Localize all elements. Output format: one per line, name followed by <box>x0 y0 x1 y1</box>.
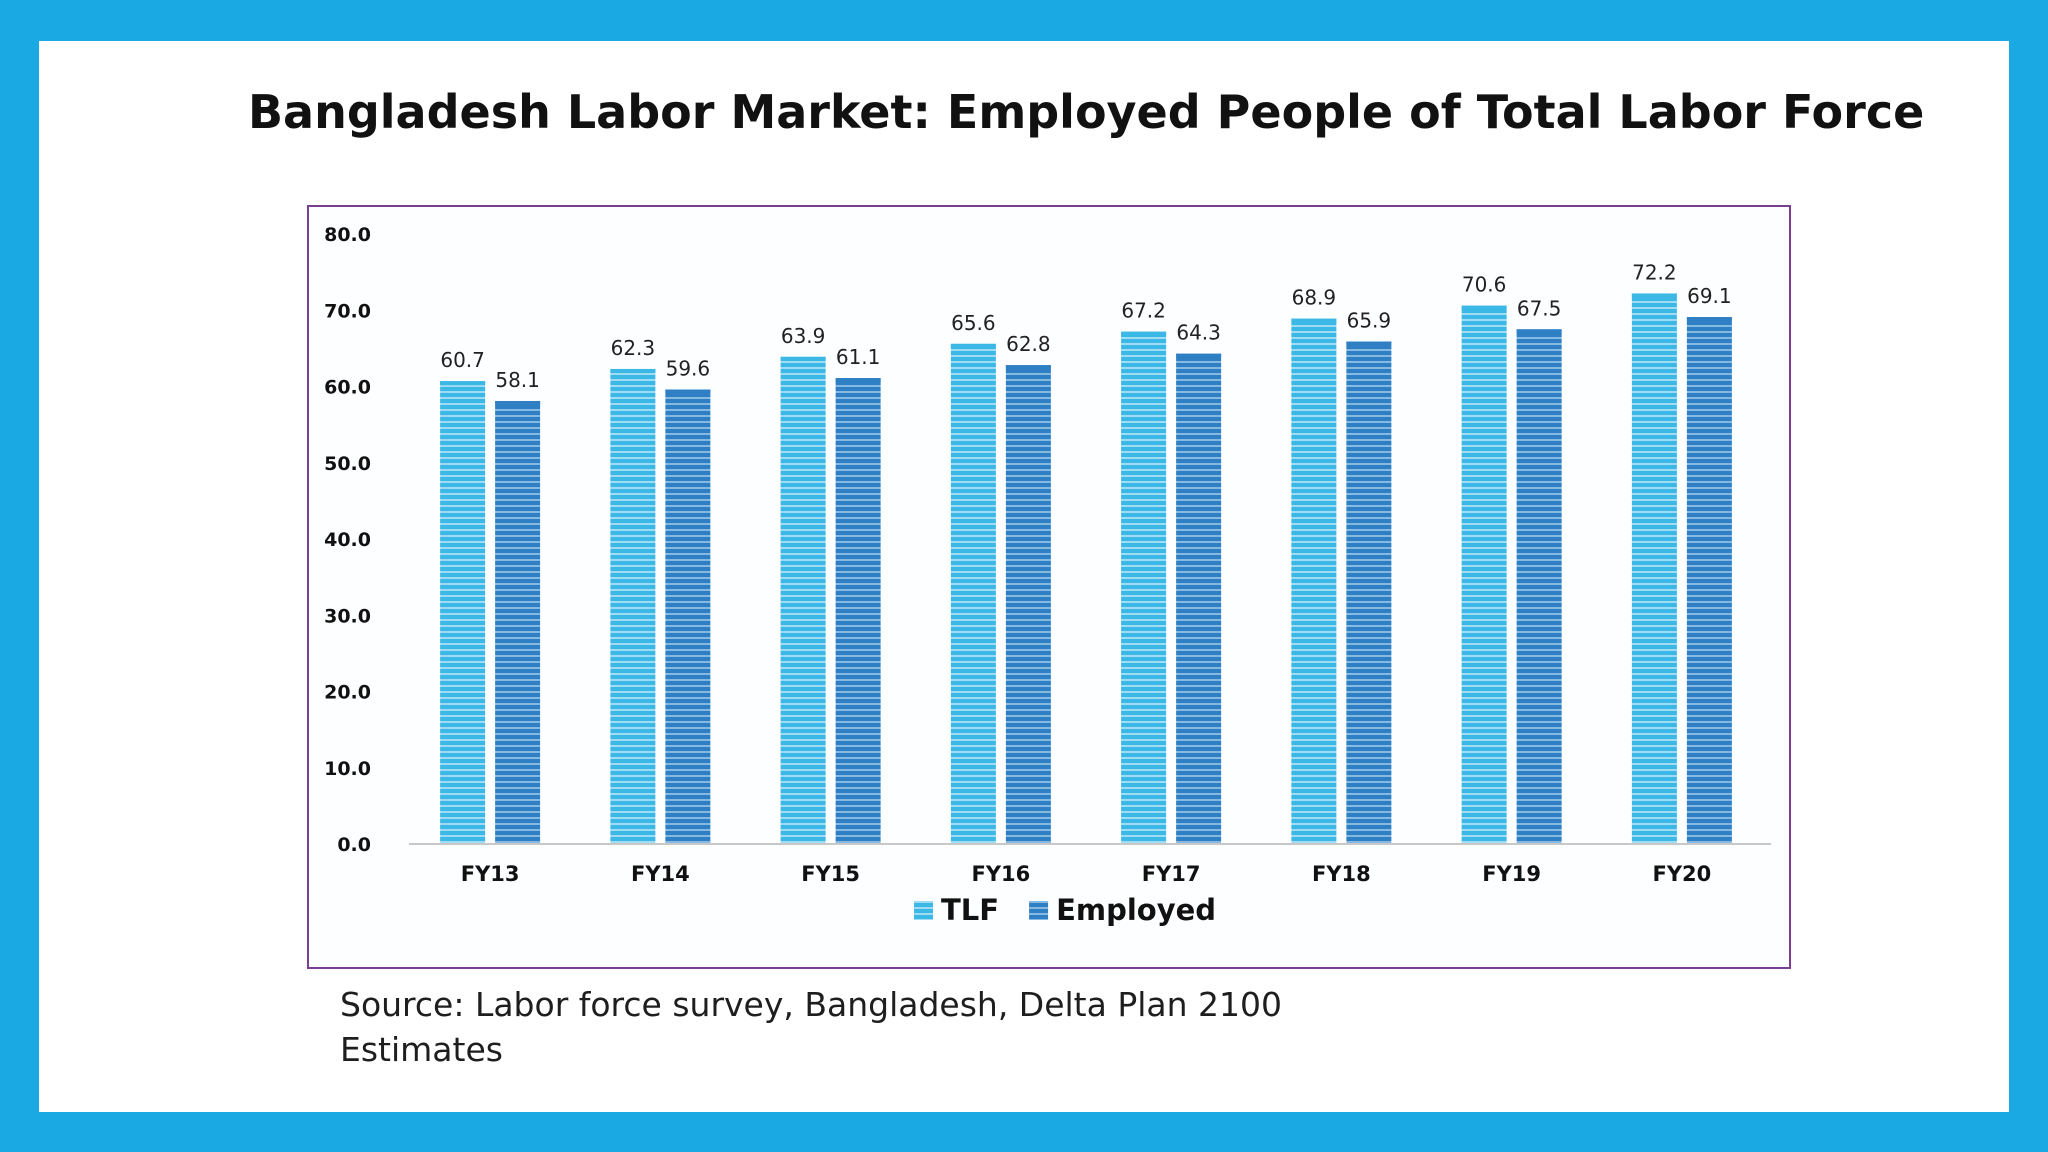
bar-tlf-fy15 <box>780 356 826 844</box>
y-tick-label: 20.0 <box>324 682 371 704</box>
bar-employed-fy14 <box>665 389 711 844</box>
bar-tlf-fy18 <box>1291 318 1337 844</box>
legend-label-employed: Employed <box>1056 893 1216 927</box>
bar-tlf-fy20 <box>1631 293 1677 845</box>
x-tick-label: FY18 <box>1312 862 1371 886</box>
x-axis: FY13 FY14 FY15 FY16 FY17 FY18 FY19 FY20 <box>409 843 1771 886</box>
bar-cap <box>1461 305 1507 310</box>
bar-cap <box>1176 353 1222 358</box>
x-tick-label: FY13 <box>461 862 520 886</box>
data-label: 67.2 <box>1121 299 1166 323</box>
bar-cap <box>1631 293 1677 298</box>
bar-cap <box>1005 365 1051 370</box>
bar-cap <box>1516 329 1562 334</box>
y-tick-label: 40.0 <box>324 529 371 551</box>
bar-tlf-fy16 <box>950 343 996 844</box>
data-label: 62.8 <box>1006 332 1051 356</box>
y-tick-label: 60.0 <box>324 377 371 399</box>
y-tick-label: 30.0 <box>324 605 371 627</box>
source-note: Source: Labor force survey, Bangladesh, … <box>340 985 1283 1069</box>
legend-swatch-employed <box>1029 901 1049 920</box>
data-label: 65.6 <box>951 311 996 335</box>
bar-tlf-fy13 <box>440 381 486 844</box>
legend: TLF Employed <box>914 893 1216 927</box>
bar-cap <box>1121 331 1167 336</box>
y-tick-label: 50.0 <box>324 453 371 475</box>
bar-cap <box>665 389 711 394</box>
x-tick-label: FY17 <box>1142 862 1201 886</box>
x-tick-label: FY14 <box>631 862 690 886</box>
data-label: 65.9 <box>1347 309 1392 333</box>
bar-cap <box>950 343 996 348</box>
chart-frame: 0.0 10.0 20.0 30.0 40.0 50.0 60.0 70.0 80.0 60.7… <box>307 205 1791 969</box>
bar-employed-fy17 <box>1176 353 1222 844</box>
bar-cap <box>610 368 656 373</box>
y-axis: 0.0 10.0 20.0 30.0 40.0 50.0 60.0 70.0 80.0 <box>324 224 371 856</box>
x-tick-label: FY16 <box>971 862 1030 886</box>
bar-employed-fy15 <box>835 378 881 844</box>
bar-cap <box>1291 318 1337 323</box>
data-label: 67.5 <box>1517 296 1562 320</box>
bar-tlf-fy17 <box>1121 331 1167 845</box>
bar-employed-fy20 <box>1686 317 1732 844</box>
data-label: 68.9 <box>1292 286 1337 310</box>
bar-cap <box>495 400 541 405</box>
bar-tlf-fy14 <box>610 368 656 844</box>
x-tick-label: FY19 <box>1482 862 1541 886</box>
data-label: 60.7 <box>440 348 485 372</box>
data-labels: 60.7 58.1 62.3 59.6 63.9 61.1 65.6 62.8 67.2 64.3… <box>440 260 1731 392</box>
y-tick-label: 80.0 <box>324 224 371 246</box>
data-label: 69.1 <box>1687 284 1732 308</box>
x-tick-label: FY15 <box>801 862 860 886</box>
bar-employed-fy18 <box>1346 341 1392 844</box>
data-label: 72.2 <box>1632 260 1677 284</box>
bar-cap <box>1346 341 1392 346</box>
y-tick-label: 70.0 <box>324 300 371 322</box>
bar-cap <box>1686 317 1732 322</box>
bar-cap <box>440 381 486 386</box>
slide-title: Bangladesh Labor Market: Employed People… <box>248 85 1925 139</box>
data-label: 63.9 <box>781 324 826 348</box>
bar-employed-fy16 <box>1005 365 1051 844</box>
data-label: 59.6 <box>666 357 711 381</box>
data-label: 58.1 <box>495 368 540 392</box>
bars <box>440 293 1732 845</box>
legend-label-tlf: TLF <box>941 893 999 927</box>
bar-cap <box>835 378 881 383</box>
bar-employed-fy13 <box>495 400 541 844</box>
data-label: 61.1 <box>836 345 881 369</box>
data-label: 62.3 <box>611 336 656 360</box>
bar-employed-fy19 <box>1516 329 1562 844</box>
data-label: 70.6 <box>1462 273 1507 297</box>
bar-chart: 0.0 10.0 20.0 30.0 40.0 50.0 60.0 70.0 80.0 60.7… <box>324 224 1771 927</box>
y-tick-label: 10.0 <box>324 758 371 780</box>
legend-swatch-tlf <box>914 901 933 920</box>
bar-cap <box>780 356 826 361</box>
bar-tlf-fy19 <box>1461 305 1507 844</box>
data-label: 64.3 <box>1176 321 1221 345</box>
y-tick-label: 0.0 <box>337 834 371 856</box>
x-tick-label: FY20 <box>1652 862 1711 886</box>
